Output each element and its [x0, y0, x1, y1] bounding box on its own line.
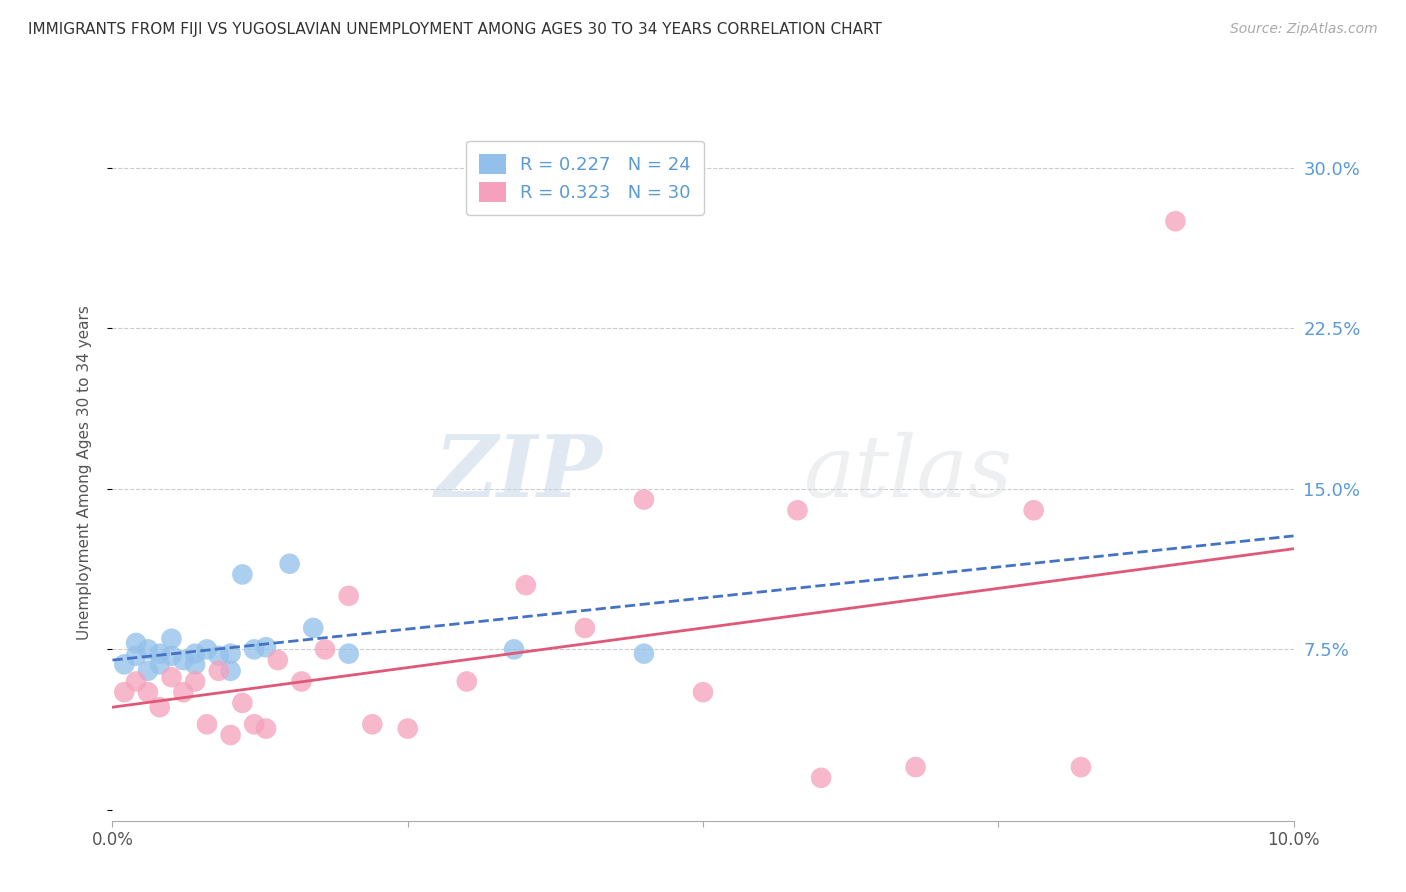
Point [337, 589, 360, 603]
Point [633, 492, 655, 507]
Point [160, 648, 183, 663]
Point [195, 717, 218, 731]
Text: IMMIGRANTS FROM FIJI VS YUGOSLAVIAN UNEMPLOYMENT AMONG AGES 30 TO 34 YEARS CORRE: IMMIGRANTS FROM FIJI VS YUGOSLAVIAN UNEM… [28, 22, 882, 37]
Point [125, 674, 148, 689]
Point [219, 728, 242, 742]
Point [503, 642, 526, 657]
Point [290, 674, 312, 689]
Point [1022, 503, 1045, 517]
Point [574, 621, 596, 635]
Point [160, 632, 183, 646]
Point [112, 657, 135, 672]
Point [125, 636, 148, 650]
Point [231, 567, 253, 582]
Point [184, 647, 207, 661]
Point [337, 647, 360, 661]
Point [112, 685, 135, 699]
Point [278, 557, 301, 571]
Point [810, 771, 832, 785]
Point [208, 664, 231, 678]
Point [136, 664, 159, 678]
Point [633, 647, 655, 661]
Point [195, 642, 218, 657]
Text: atlas: atlas [803, 432, 1012, 514]
Point [267, 653, 290, 667]
Point [786, 503, 808, 517]
Point [396, 722, 419, 736]
Point [136, 685, 159, 699]
Point [184, 657, 207, 672]
Point [219, 647, 242, 661]
Point [219, 664, 242, 678]
Point [136, 642, 159, 657]
Point [904, 760, 927, 774]
Point [1164, 214, 1187, 228]
Point [254, 722, 277, 736]
Point [243, 642, 266, 657]
Legend: R = 0.227   N = 24, R = 0.323   N = 30: R = 0.227 N = 24, R = 0.323 N = 30 [467, 141, 703, 215]
Point [125, 648, 148, 663]
Point [692, 685, 714, 699]
Point [149, 647, 172, 661]
Point [1070, 760, 1092, 774]
Point [172, 685, 194, 699]
Text: Source: ZipAtlas.com: Source: ZipAtlas.com [1230, 22, 1378, 37]
Point [361, 717, 384, 731]
Point [515, 578, 537, 592]
Point [231, 696, 253, 710]
Point [243, 717, 266, 731]
Point [149, 700, 172, 714]
Point [456, 674, 478, 689]
Y-axis label: Unemployment Among Ages 30 to 34 years: Unemployment Among Ages 30 to 34 years [77, 305, 91, 640]
Point [172, 653, 194, 667]
Text: ZIP: ZIP [434, 431, 603, 515]
Point [160, 670, 183, 684]
Point [254, 640, 277, 655]
Point [314, 642, 336, 657]
Point [208, 648, 231, 663]
Point [184, 674, 207, 689]
Point [302, 621, 325, 635]
Point [149, 657, 172, 672]
